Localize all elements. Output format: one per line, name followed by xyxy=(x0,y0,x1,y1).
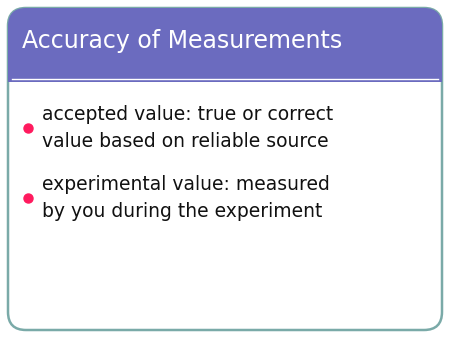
FancyBboxPatch shape xyxy=(8,8,442,82)
FancyBboxPatch shape xyxy=(8,8,442,330)
Text: accepted value: true or correct
value based on reliable source: accepted value: true or correct value ba… xyxy=(42,105,333,151)
Text: Accuracy of Measurements: Accuracy of Measurements xyxy=(22,29,342,53)
FancyBboxPatch shape xyxy=(8,64,442,82)
Text: experimental value: measured
by you during the experiment: experimental value: measured by you duri… xyxy=(42,175,330,221)
